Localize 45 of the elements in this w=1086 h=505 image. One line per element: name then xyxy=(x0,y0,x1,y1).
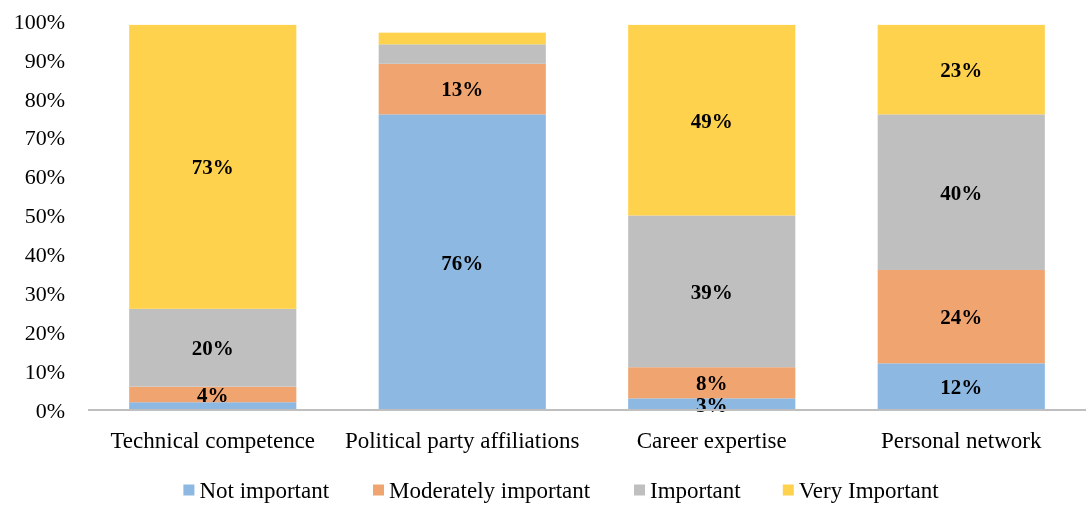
y-tick-label: 10% xyxy=(24,358,65,384)
data-label: 39% xyxy=(690,279,733,304)
bar xyxy=(628,24,796,216)
data-label: 13% xyxy=(441,77,484,102)
bar xyxy=(129,308,297,387)
data-label: 24% xyxy=(940,304,983,329)
data-label: 49% xyxy=(690,108,733,133)
y-tick-label: 100% xyxy=(13,8,65,34)
legend-label: Not important xyxy=(199,478,330,504)
bar xyxy=(628,215,796,368)
bar xyxy=(378,32,546,45)
y-tick-label: 80% xyxy=(24,86,65,112)
x-tick-label: Career expertise xyxy=(636,428,787,454)
y-tick-label: 0% xyxy=(35,397,65,423)
bar xyxy=(628,367,796,399)
legend-label: Important xyxy=(650,478,742,504)
y-tick-label: 70% xyxy=(24,125,65,151)
data-label: 40% xyxy=(940,180,983,205)
data-label: 8% xyxy=(696,371,728,396)
data-label: 4% xyxy=(197,382,229,407)
y-tick-label: 60% xyxy=(24,164,65,190)
data-label: 12% xyxy=(940,375,983,400)
data-label: 73% xyxy=(191,155,234,180)
data-label: 23% xyxy=(940,57,983,82)
x-tick-label: Political party affiliations xyxy=(344,428,580,454)
y-tick-label: 50% xyxy=(24,203,65,229)
y-tick-label: 30% xyxy=(24,281,65,306)
bar xyxy=(378,114,546,410)
y-tick-label: 90% xyxy=(24,47,65,73)
bar xyxy=(877,363,1045,410)
bar xyxy=(378,63,546,115)
bar xyxy=(129,402,297,410)
bar xyxy=(877,114,1045,270)
x-tick-label: Technical competence xyxy=(110,428,316,454)
data-label: 20% xyxy=(191,336,234,361)
y-tick-label: 20% xyxy=(24,319,65,345)
bar xyxy=(378,44,546,64)
data-label: 76% xyxy=(441,250,484,275)
x-tick-label: Personal network xyxy=(881,428,1042,454)
legend-label: Moderately important xyxy=(389,478,591,504)
legend-label: Very Important xyxy=(798,478,940,504)
bar xyxy=(877,24,1045,115)
y-tick-label: 40% xyxy=(24,242,65,268)
bar xyxy=(877,269,1045,364)
bar xyxy=(129,24,297,309)
